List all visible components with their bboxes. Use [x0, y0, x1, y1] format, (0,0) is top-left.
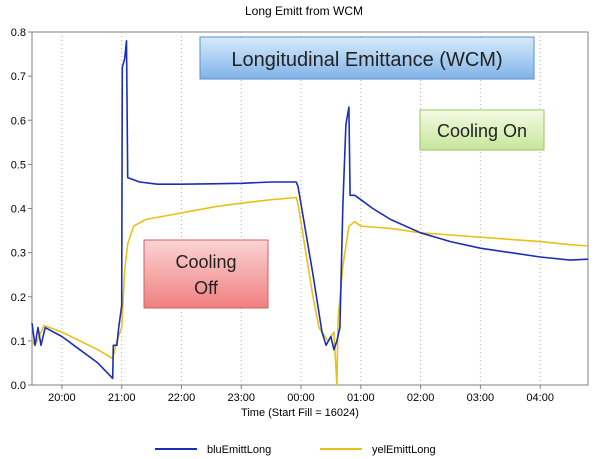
series-lines — [31, 40, 589, 386]
x-tick-label: 20:00 — [48, 392, 76, 404]
x-axis-ticks: 20:00 21:00 22:00 23:00 00:00 01:00 02:00 03:00… — [48, 385, 554, 404]
series-line-bluEmittLong — [31, 40, 589, 380]
x-axis-label: Time (Start Fill = 16024) — [241, 407, 359, 419]
y-axis-ticks: 0.0 0.1 0.2 0.3 0.4 0.5 0.6 0.7 0.8 — [11, 27, 32, 392]
y-tick-label: 0.5 — [11, 159, 26, 171]
y-tick-label: 0.2 — [11, 292, 26, 304]
x-tick-label: 02:00 — [407, 392, 435, 404]
legend-label-yelEmittLong: yelEmittLong — [372, 444, 436, 456]
x-tick-label: 22:00 — [168, 392, 196, 404]
y-tick-label: 0.4 — [11, 204, 26, 216]
annotation-cooling-on-text: Cooling On — [437, 121, 527, 141]
y-tick-label: 0.0 — [11, 380, 26, 392]
annotation-cooling-off-line2: Off — [194, 278, 219, 298]
x-tick-label: 04:00 — [526, 392, 554, 404]
chart-title: Long Emitt from WCM — [245, 4, 363, 18]
legend-label-bluEmittLong: bluEmittLong — [207, 444, 271, 456]
x-tick-label: 23:00 — [227, 392, 255, 404]
y-tick-label: 0.6 — [11, 115, 26, 127]
x-tick-label: 00:00 — [287, 392, 315, 404]
y-tick-label: 0.7 — [11, 71, 26, 83]
annotation-cooling-on-box: Cooling On — [419, 109, 545, 151]
x-tick-label: 03:00 — [467, 392, 495, 404]
annotation-wcm-box: Longitudinal Emittance (WCM) — [199, 36, 535, 80]
legend: bluEmittLong yelEmittLong — [155, 444, 436, 456]
annotation-cooling-off-line1: Cooling — [175, 252, 236, 272]
plot-area — [31, 31, 589, 386]
annotation-cooling-off-box: Cooling Off — [143, 239, 269, 309]
annotation-wcm-text: Longitudinal Emittance (WCM) — [231, 49, 502, 71]
x-tick-label: 01:00 — [347, 392, 375, 404]
series-line-yelEmittLong — [31, 196, 589, 386]
y-tick-label: 0.1 — [11, 336, 26, 348]
y-tick-label: 0.3 — [11, 248, 26, 260]
x-tick-label: 21:00 — [108, 392, 136, 404]
y-tick-label: 0.8 — [11, 27, 26, 39]
